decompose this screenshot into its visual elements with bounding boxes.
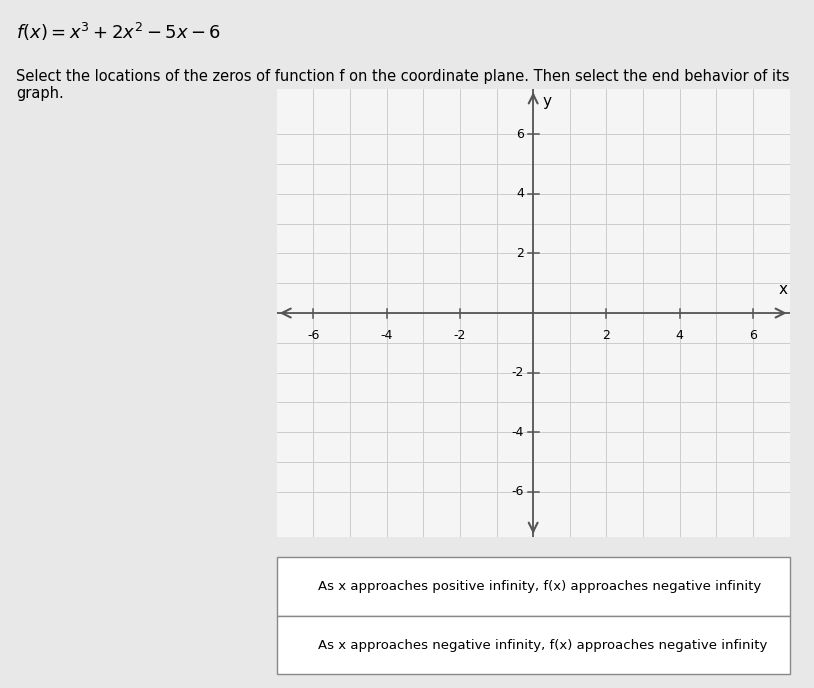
Text: -4: -4 [512,426,524,439]
Text: 2: 2 [602,330,610,343]
Text: Select the locations of the zeros of function f on the coordinate plane. Then se: Select the locations of the zeros of fun… [16,69,790,101]
Text: 6: 6 [749,330,757,343]
Text: 6: 6 [516,128,524,140]
Text: -6: -6 [512,486,524,498]
Text: $f(x) = x^3 + 2x^2 - 5x - 6$: $f(x) = x^3 + 2x^2 - 5x - 6$ [16,21,221,43]
Text: -4: -4 [380,330,393,343]
Text: 4: 4 [516,187,524,200]
Text: 4: 4 [676,330,684,343]
Text: -2: -2 [512,366,524,379]
Text: -2: -2 [453,330,466,343]
Text: x: x [779,281,788,297]
Text: y: y [542,94,551,109]
Text: -6: -6 [307,330,320,343]
Text: 2: 2 [516,247,524,260]
